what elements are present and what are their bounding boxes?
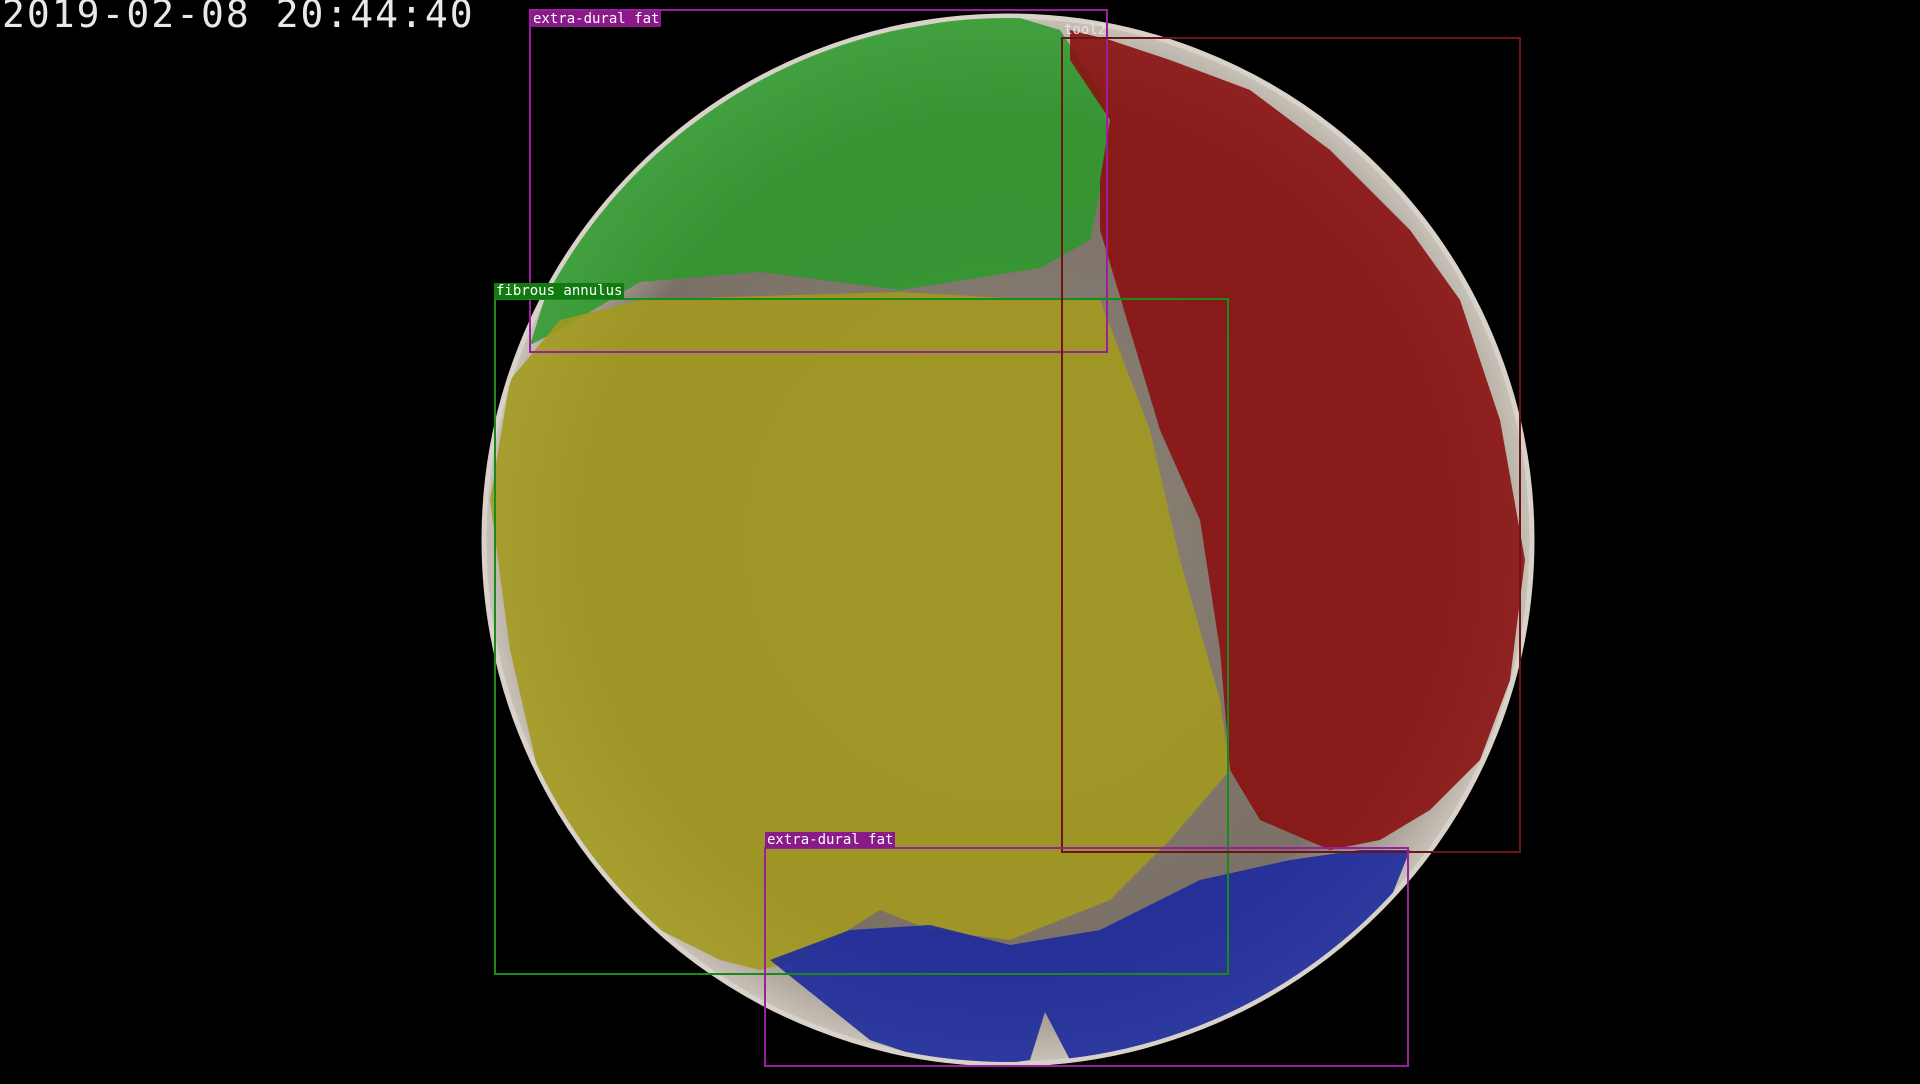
region-red xyxy=(1070,30,1525,850)
bbox-fibrous-annulus xyxy=(494,298,1229,975)
timestamp: 2019-02-08 20:44:40 xyxy=(2,0,475,36)
region-green xyxy=(530,18,1110,345)
bbox-extra-dural-fat-top xyxy=(529,9,1108,353)
bbox-extra-dural-fat-bottom xyxy=(764,847,1409,1067)
label-fibrous-annulus: fibrous annulus xyxy=(494,283,625,299)
region-yellow xyxy=(490,292,1230,970)
bbox-tool2 xyxy=(1061,37,1521,853)
label-extra-dural-fat-bottom: extra-dural fat xyxy=(765,832,896,848)
label-extra-dural-fat-top: extra-dural fat xyxy=(531,11,662,27)
label-tool2: tool2 xyxy=(1064,22,1107,38)
